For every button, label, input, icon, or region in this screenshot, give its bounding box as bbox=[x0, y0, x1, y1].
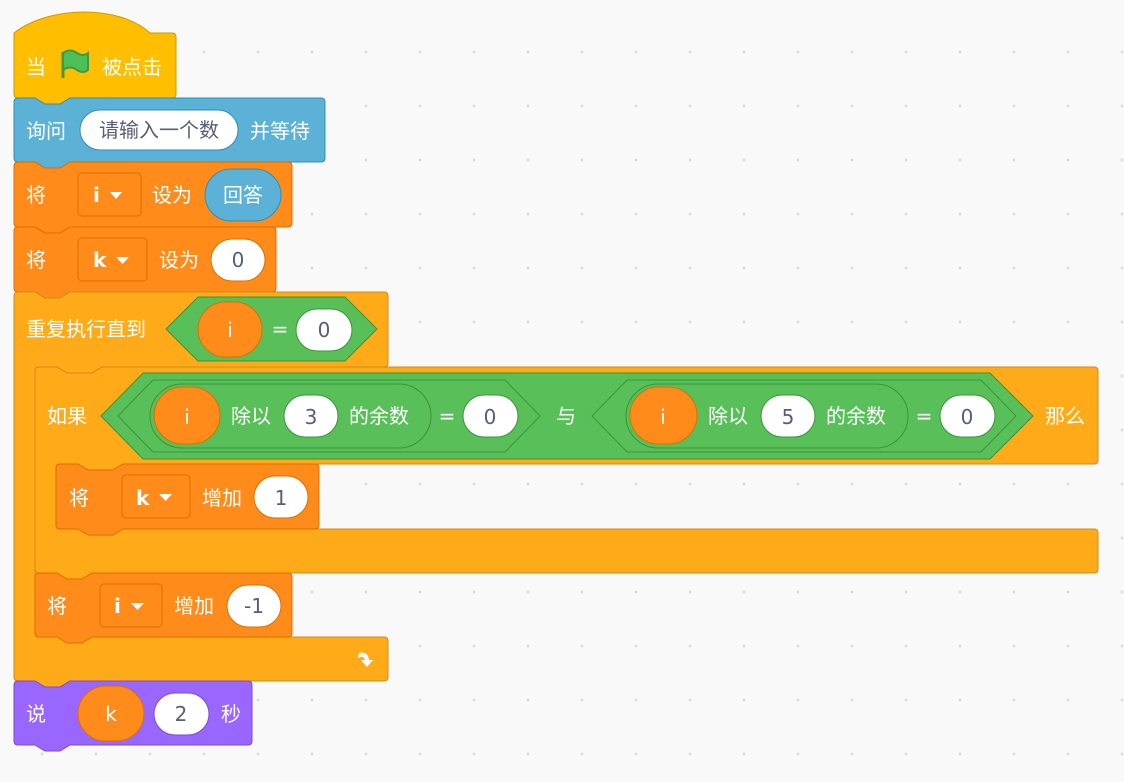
left-divisor-input[interactable] bbox=[283, 394, 339, 438]
when-flag-clicked-block[interactable]: 当 被点击 bbox=[13, 11, 177, 105]
left-equals-value-text: 0 bbox=[484, 405, 497, 429]
say-for-secs-block[interactable]: 说 k 2 秒 bbox=[13, 680, 253, 752]
equals-right-text: 0 bbox=[318, 318, 331, 342]
chevron-down-icon bbox=[110, 192, 122, 199]
right-variable-label: i bbox=[660, 405, 666, 429]
ask-label: 询问 bbox=[26, 119, 66, 143]
say-suffix-label: 秒 bbox=[221, 702, 241, 726]
set-i-block[interactable]: 将 i 设为 回答 bbox=[13, 161, 293, 234]
chevron-down-icon bbox=[116, 257, 129, 264]
variable-reporter-k[interactable] bbox=[77, 685, 145, 742]
left-variable-label: i bbox=[184, 405, 190, 429]
answer-reporter-label: 回答 bbox=[223, 183, 263, 207]
hat-prefix-label: 当 bbox=[26, 55, 46, 79]
right-remainder-label: 的余数 bbox=[826, 404, 886, 428]
and-operator-label: 与 bbox=[556, 404, 576, 428]
then-label: 那么 bbox=[1045, 404, 1085, 428]
right-equals-value-text: 0 bbox=[961, 405, 974, 429]
right-divisor-text: 5 bbox=[782, 405, 795, 429]
variable-dropdown-k[interactable] bbox=[77, 237, 148, 282]
variable-dropdown-i[interactable] bbox=[77, 172, 142, 217]
change-k-value-input[interactable] bbox=[253, 475, 309, 519]
equals-right-input[interactable] bbox=[295, 308, 353, 352]
change-k-variable-label: k bbox=[136, 486, 150, 510]
chevron-down-icon bbox=[131, 603, 144, 610]
and-condition[interactable]: i 除以 3 的余数 = 0 与 i 除以 5 的余数 = bbox=[100, 372, 1034, 460]
ask-suffix-label: 并等待 bbox=[250, 119, 310, 143]
change-i-value-text: -1 bbox=[244, 594, 264, 618]
ask-prompt-text: 请输入一个数 bbox=[99, 118, 219, 142]
set-k-value-input[interactable] bbox=[210, 238, 266, 282]
variable-dropdown-i[interactable] bbox=[99, 583, 163, 628]
right-mod-label: 除以 bbox=[708, 404, 748, 428]
repeat-until-block[interactable]: 重复执行直到 i = 0 bbox=[13, 291, 389, 688]
right-equals-label: = bbox=[916, 404, 933, 428]
left-equals-label: = bbox=[439, 404, 456, 428]
left-variable-reporter-i[interactable] bbox=[153, 386, 221, 445]
change-k-block[interactable]: 将 k 增加 1 bbox=[55, 463, 320, 536]
say-secs-text: 2 bbox=[175, 702, 188, 726]
equals-condition[interactable]: i = 0 bbox=[165, 296, 378, 362]
set-i-mid-label: 设为 bbox=[152, 183, 192, 207]
variable-reporter-i-label: i bbox=[227, 318, 233, 342]
change-i-label: 将 bbox=[47, 594, 67, 618]
change-i-block[interactable]: 将 i 增加 -1 bbox=[34, 572, 293, 644]
right-equals-condition[interactable]: i 除以 5 的余数 = 0 bbox=[591, 379, 1017, 453]
change-k-label: 将 bbox=[69, 486, 89, 510]
left-remainder-label: 的余数 bbox=[349, 404, 409, 428]
say-secs-input[interactable] bbox=[153, 692, 210, 736]
left-equals-condition[interactable]: i 除以 3 的余数 = 0 bbox=[117, 379, 541, 453]
loop-arrow-icon bbox=[358, 652, 373, 667]
if-label: 如果 bbox=[47, 404, 87, 428]
change-i-variable-label: i bbox=[114, 594, 121, 618]
variable-dropdown-k-label: k bbox=[93, 248, 107, 272]
change-k-mid-label: 增加 bbox=[202, 486, 242, 510]
change-k-value-text: 1 bbox=[275, 486, 288, 510]
say-label: 说 bbox=[26, 702, 46, 726]
ask-prompt-input[interactable] bbox=[79, 109, 239, 151]
repeat-until-label: 重复执行直到 bbox=[26, 317, 146, 341]
answer-reporter[interactable] bbox=[204, 168, 282, 222]
say-reporter-label: k bbox=[105, 702, 117, 726]
set-i-label: 将 bbox=[26, 183, 46, 207]
left-divisor-text: 3 bbox=[305, 405, 318, 429]
if-then-block[interactable]: 如果 i 除以 3 的余数 = 0 与 i bbox=[34, 366, 1099, 580]
right-variable-reporter-i[interactable] bbox=[629, 386, 698, 445]
set-k-mid-label: 设为 bbox=[159, 248, 199, 272]
change-i-value-input[interactable] bbox=[226, 584, 282, 628]
equals-operator-label: = bbox=[272, 317, 289, 341]
variable-reporter-i[interactable] bbox=[197, 301, 263, 358]
ask-and-wait-block[interactable]: 询问 请输入一个数 并等待 bbox=[13, 97, 326, 169]
chevron-down-icon bbox=[159, 494, 172, 501]
set-k-block[interactable]: 将 k 设为 0 bbox=[13, 226, 277, 299]
variable-dropdown-i-label: i bbox=[93, 183, 100, 207]
green-flag-icon bbox=[61, 49, 89, 78]
hat-suffix-label: 被点击 bbox=[102, 55, 162, 79]
variable-dropdown-k[interactable] bbox=[121, 474, 191, 519]
set-k-value-text: 0 bbox=[232, 248, 245, 272]
left-equals-value-input[interactable] bbox=[462, 394, 519, 438]
right-divisor-input[interactable] bbox=[760, 394, 816, 438]
change-i-mid-label: 增加 bbox=[174, 594, 214, 618]
left-mod-label: 除以 bbox=[231, 404, 271, 428]
set-k-label: 将 bbox=[26, 248, 46, 272]
right-equals-value-input[interactable] bbox=[939, 394, 996, 438]
